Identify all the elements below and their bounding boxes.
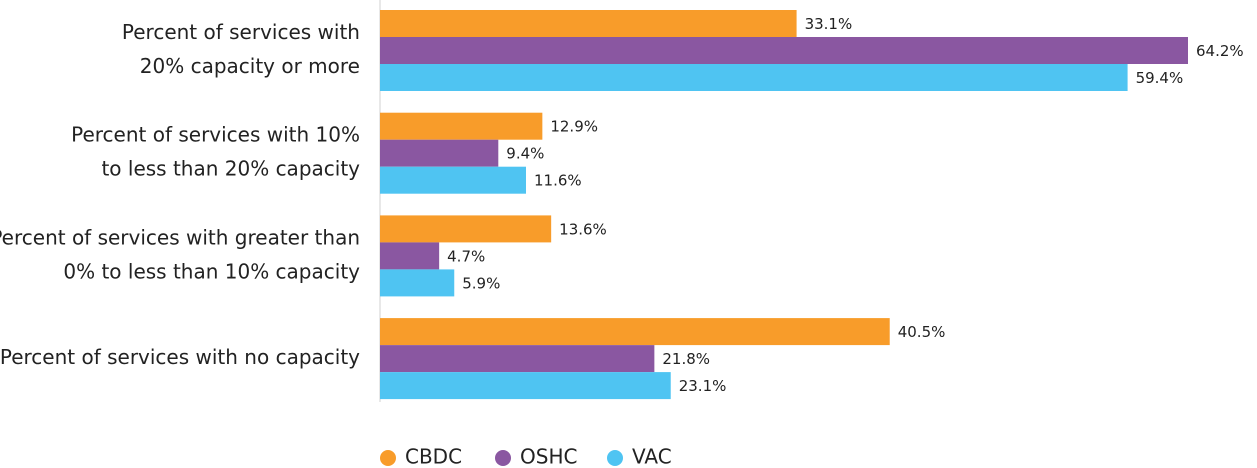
category-label: 20% capacity or more [140,54,360,78]
value-label: 64.2% [1196,42,1244,60]
value-label: 9.4% [506,145,544,163]
legend-marker [607,450,623,466]
value-label: 21.8% [662,350,710,368]
value-label: 4.7% [447,247,485,265]
bar [380,64,1128,91]
value-label: 23.1% [679,377,727,395]
bar [380,269,455,297]
bar [380,242,440,270]
value-label: 59.4% [1136,69,1184,87]
category-label: Percent of services with greater than [0,225,360,249]
bar [380,372,671,400]
bar [380,37,1188,64]
bar [380,166,526,194]
value-label: 12.9% [550,118,598,136]
bar [380,318,890,346]
bar [380,139,499,167]
category-label: to less than 20% capacity [101,157,360,181]
legend-label: CBDC [405,445,462,468]
value-label: 33.1% [805,15,853,33]
bar [380,345,655,373]
bar [380,215,552,243]
bar [380,112,543,140]
bar [380,10,797,37]
category-label: Percent of services with [122,20,360,44]
legend-marker [495,450,511,466]
category-label: Percent of services with 10% [71,123,360,147]
category-label: Percent of services with no capacity [0,345,360,369]
legend-label: VAC [632,445,672,468]
value-label: 11.6% [534,172,582,190]
value-label: 5.9% [462,274,500,292]
value-label: 13.6% [559,220,607,238]
category-label: 0% to less than 10% capacity [63,259,360,283]
value-label: 40.5% [898,323,946,341]
legend-marker [380,450,396,466]
legend-label: OSHC [520,445,577,468]
